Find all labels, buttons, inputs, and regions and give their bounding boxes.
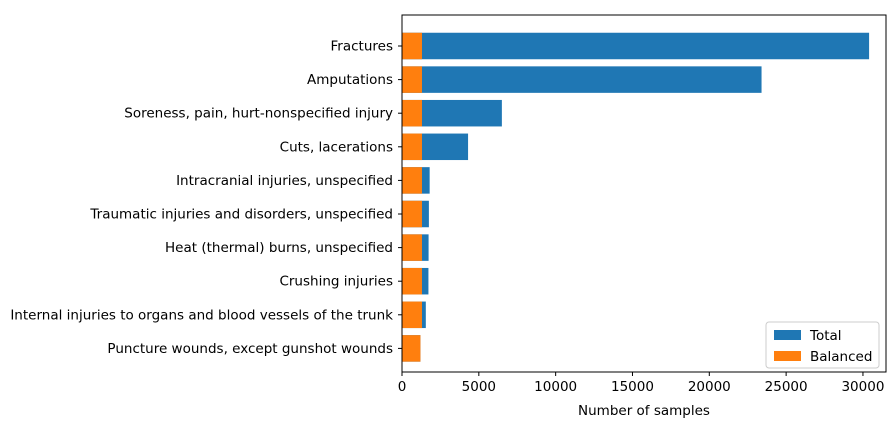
bar-balanced xyxy=(402,133,422,161)
y-tick-label: Intracranial injuries, unspecified xyxy=(176,173,393,189)
bar-balanced xyxy=(402,335,421,362)
bar-balanced xyxy=(402,66,422,93)
y-tick-label: Crushing injuries xyxy=(279,274,393,290)
bar-balanced xyxy=(402,301,422,329)
y-tick-label: Internal injuries to organs and blood ve… xyxy=(10,307,393,323)
x-axis-ticks: 0 5000 10000 15000 20000 25000 30000 xyxy=(398,372,884,395)
x-axis-label: Number of samples xyxy=(578,403,710,419)
y-tick-label: Heat (thermal) burns, unspecified xyxy=(165,240,393,256)
bar-balanced xyxy=(402,234,422,261)
y-tick-label: Puncture wounds, except gunshot wounds xyxy=(107,341,393,357)
x-tick-label: 10000 xyxy=(534,379,577,395)
bar-total xyxy=(402,32,870,60)
legend-label-balanced: Balanced xyxy=(810,349,872,365)
bar-balanced xyxy=(402,167,422,194)
y-tick-label: Cuts, lacerations xyxy=(280,139,393,155)
bar-balanced xyxy=(402,32,422,60)
bar-total xyxy=(402,66,762,93)
x-tick-label: 20000 xyxy=(688,379,731,395)
y-tick-label: Fractures xyxy=(331,39,393,55)
legend-label-total: Total xyxy=(809,328,842,344)
x-tick-label: 0 xyxy=(398,379,407,395)
legend-swatch-balanced xyxy=(774,351,801,361)
series-balanced-bars xyxy=(402,32,422,362)
bar-balanced xyxy=(402,200,422,228)
series-total-bars xyxy=(402,32,870,362)
x-tick-label: 5000 xyxy=(462,379,496,395)
legend: Total Balanced xyxy=(765,321,880,369)
x-tick-label: 15000 xyxy=(611,379,654,395)
x-tick-label: 25000 xyxy=(765,379,808,395)
legend-swatch-total xyxy=(774,330,801,340)
y-tick-label: Amputations xyxy=(307,72,393,88)
y-tick-label: Traumatic injuries and disorders, unspec… xyxy=(89,207,393,223)
bar-balanced xyxy=(402,267,422,295)
bar-balanced xyxy=(402,99,422,127)
y-axis-ticks: Fractures Amputations Soreness, pain, hurt… xyxy=(10,39,402,357)
x-tick-label: 30000 xyxy=(841,379,884,395)
plot-frame xyxy=(401,14,887,373)
y-tick-label: Soreness, pain, hurt-nonspecified injury xyxy=(124,106,393,122)
